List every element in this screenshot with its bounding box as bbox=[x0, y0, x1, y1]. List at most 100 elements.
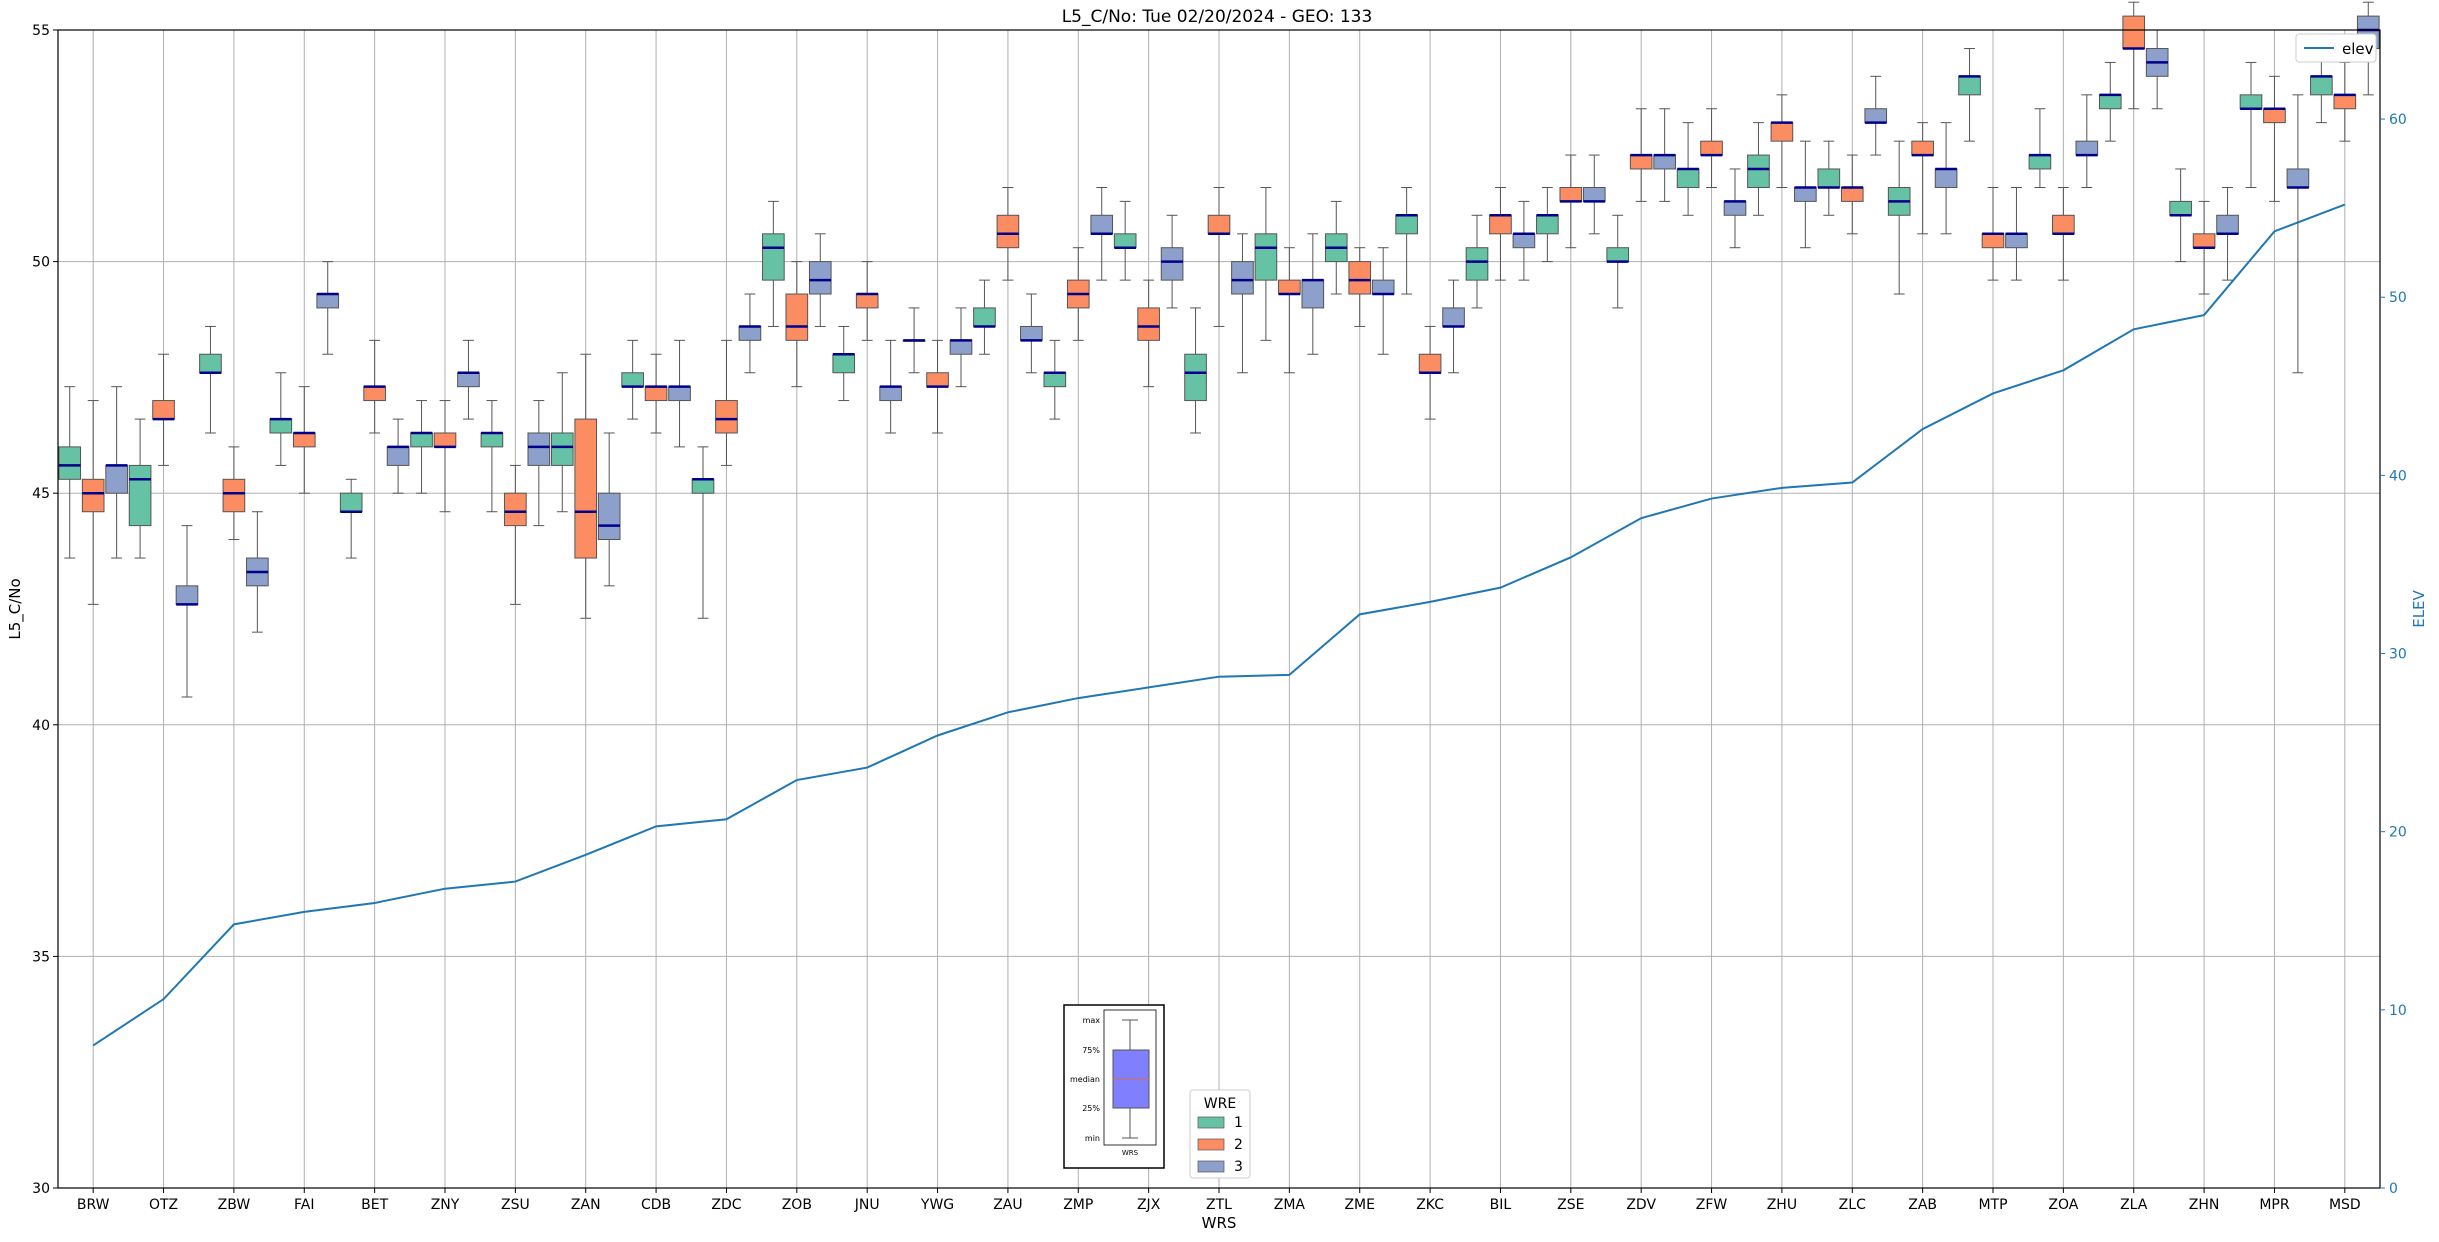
box-wre-3 bbox=[597, 432, 621, 587]
box-body bbox=[785, 293, 809, 341]
box-wre-2 bbox=[926, 339, 949, 434]
y-tick-label: 30 bbox=[32, 1181, 50, 1197]
wre-legend-swatch-2 bbox=[1197, 1138, 1225, 1151]
box-wre-2 bbox=[152, 353, 175, 466]
box-wre-1 bbox=[621, 339, 644, 420]
key-label-max: max bbox=[1083, 1016, 1101, 1025]
box-wre-1 bbox=[2239, 61, 2263, 188]
box-wre-1 bbox=[2098, 61, 2122, 142]
box-wre-1 bbox=[1184, 307, 1207, 434]
box-body bbox=[504, 492, 527, 527]
x-tick-label: JNU bbox=[854, 1197, 880, 1213]
x-tick-label: ZOA bbox=[2048, 1197, 2078, 1213]
box-body bbox=[1113, 233, 1137, 249]
box-body bbox=[222, 478, 246, 513]
box-body bbox=[1559, 186, 1583, 202]
key-box-inset: max 75% median 25% min WRS bbox=[1063, 1004, 1165, 1169]
box-body bbox=[668, 386, 691, 402]
box-body bbox=[128, 464, 152, 527]
x-tick-label: ZFW bbox=[1696, 1197, 1728, 1213]
box-wre-3 bbox=[1934, 122, 1958, 235]
box-wre-3 bbox=[1723, 168, 1747, 249]
box-body bbox=[339, 492, 363, 513]
y-tick-label: 50 bbox=[32, 255, 50, 271]
box-wre-1 bbox=[762, 200, 785, 327]
y2-tick-label: 40 bbox=[2389, 468, 2407, 484]
box-wre-1 bbox=[410, 400, 433, 494]
box-wre-2 bbox=[2263, 75, 2286, 202]
box-body bbox=[2286, 168, 2310, 188]
wre-legend: WRE 1 2 3 bbox=[1189, 1089, 1251, 1179]
y-tick-label: 55 bbox=[32, 23, 50, 39]
box-wre-2 bbox=[2052, 186, 2075, 281]
box-body bbox=[832, 353, 856, 374]
box-wre-2 bbox=[363, 339, 386, 434]
box-wre-2 bbox=[2122, 1, 2146, 110]
box-body bbox=[738, 325, 762, 341]
box-wre-3 bbox=[1371, 247, 1395, 355]
axis-ticks: 30 35 40 45 50 55 0 10 20 30 40 50 60 BRW OTZ ZBW FAI BET… bbox=[32, 23, 2407, 1213]
elev-line bbox=[92, 203, 2346, 1047]
x-tick-label: FAI bbox=[294, 1197, 314, 1213]
box-wre-1 bbox=[1465, 214, 1489, 309]
box-body bbox=[2075, 140, 2099, 156]
box-body bbox=[621, 372, 644, 388]
y-axis-label: L5_C/No bbox=[6, 578, 25, 639]
box-wre-3 bbox=[2286, 94, 2310, 374]
wre-legend-label-1: 1 bbox=[1234, 1115, 1243, 1131]
box-wre-3 bbox=[1794, 140, 1817, 249]
box-body bbox=[1301, 279, 1325, 309]
box-body bbox=[2216, 214, 2239, 235]
box-body bbox=[574, 418, 598, 559]
x-tick-label: ZTL bbox=[1206, 1197, 1232, 1213]
x-tick-label: ZDV bbox=[1626, 1197, 1656, 1213]
y2-tick-label: 10 bbox=[2389, 1003, 2407, 1019]
box-wre-1 bbox=[2028, 108, 2052, 188]
box-wre-3 bbox=[668, 339, 691, 448]
x-tick-label: ZDC bbox=[711, 1197, 741, 1213]
elev-legend: elev bbox=[2295, 33, 2377, 63]
box-body bbox=[1700, 140, 1723, 156]
box-wre-3 bbox=[2216, 186, 2239, 281]
x-tick-label: ZHN bbox=[2189, 1197, 2220, 1213]
box-body bbox=[1442, 307, 1465, 327]
x-tick-label: OTZ bbox=[149, 1197, 178, 1213]
box-wre-1 bbox=[269, 372, 293, 466]
box-body bbox=[1254, 233, 1278, 281]
box-body bbox=[691, 478, 715, 494]
box-body bbox=[1958, 75, 1981, 96]
box-wre-1 bbox=[2169, 168, 2192, 263]
box-body bbox=[1840, 186, 1864, 202]
x-tick-label: MSD bbox=[2329, 1197, 2361, 1213]
x-tick-label: ZBW bbox=[218, 1197, 251, 1213]
box-wre-2 bbox=[1700, 108, 1723, 188]
box-wre-1 bbox=[1676, 122, 1700, 216]
box-wre-3 bbox=[808, 233, 832, 327]
box-body bbox=[1794, 186, 1817, 202]
box-body bbox=[480, 432, 504, 448]
box-wre-2 bbox=[785, 261, 809, 388]
box-wre-3 bbox=[1653, 108, 1676, 202]
box-wre-1 bbox=[1043, 339, 1067, 420]
box-body bbox=[926, 372, 949, 388]
box-body bbox=[2028, 154, 2052, 170]
box-body bbox=[1043, 372, 1067, 388]
x-tick-label: ZAU bbox=[993, 1197, 1022, 1213]
box-body bbox=[1536, 214, 1559, 235]
x-tick-label: BRW bbox=[77, 1197, 110, 1213]
box-wre-2 bbox=[1207, 186, 1231, 327]
key-box-xlabel: WRS bbox=[1122, 1149, 1139, 1157]
x-tick-label: ZMA bbox=[1274, 1197, 1306, 1213]
box-body bbox=[1582, 186, 1606, 202]
box-body bbox=[2122, 15, 2146, 50]
y-tick-label: 40 bbox=[32, 718, 50, 734]
box-body bbox=[1395, 214, 1418, 235]
box-wre-3 bbox=[1512, 200, 1536, 281]
box-wre-1 bbox=[2310, 48, 2333, 124]
box-wre-2 bbox=[2333, 61, 2357, 142]
x-tick-label: ZLC bbox=[1839, 1197, 1866, 1213]
box-body bbox=[1348, 261, 1372, 295]
box-wre-1 bbox=[1606, 214, 1630, 309]
box-wre-2 bbox=[1629, 108, 1653, 202]
box-body bbox=[2005, 233, 2028, 249]
